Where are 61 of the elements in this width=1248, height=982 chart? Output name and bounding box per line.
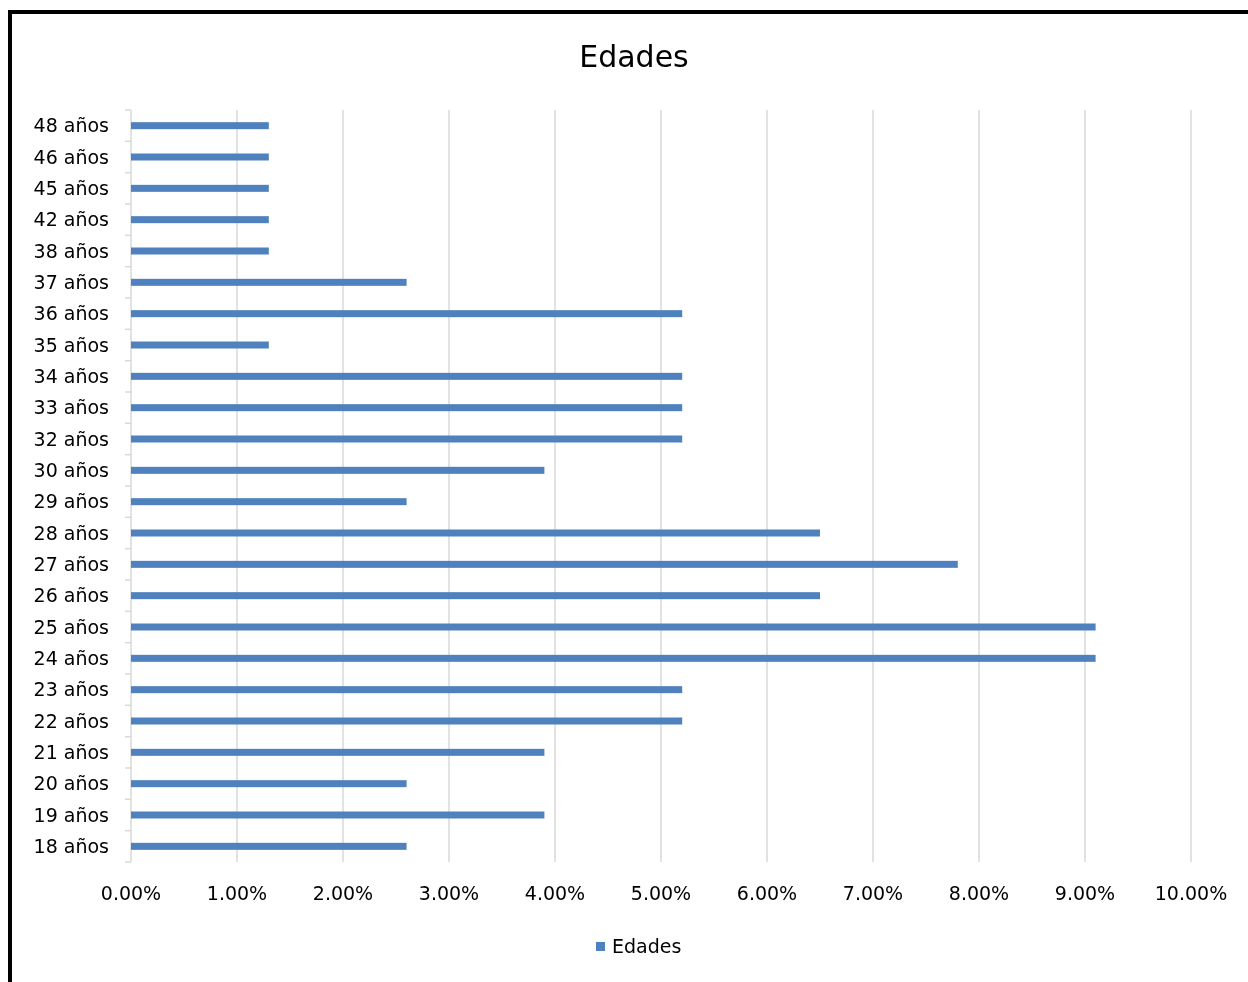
- y-tick-label: 22 años: [33, 709, 109, 732]
- bar: [131, 842, 407, 850]
- bar: [131, 560, 958, 568]
- y-tick-label: 20 años: [33, 772, 109, 795]
- bar: [131, 529, 820, 537]
- y-tick-label: 18 años: [33, 834, 109, 857]
- y-tick-label: 25 años: [33, 615, 109, 638]
- x-tick-label: 4.00%: [524, 882, 586, 904]
- y-tick-label: 35 años: [33, 333, 109, 356]
- y-tick-label: 42 años: [33, 208, 109, 231]
- y-tick-label: 30 años: [33, 458, 109, 481]
- y-tick-label: 46 años: [33, 145, 109, 168]
- bar: [131, 686, 683, 694]
- bar: [131, 435, 683, 443]
- y-tick-label: 29 años: [33, 490, 109, 513]
- x-tick-label: 1.00%: [206, 882, 268, 904]
- bar: [131, 247, 269, 255]
- y-tick-label: 28 años: [33, 521, 109, 544]
- bar: [131, 341, 269, 349]
- legend-label: Edades: [612, 935, 682, 957]
- y-tick-label: 34 años: [33, 364, 109, 387]
- bar: [131, 278, 407, 286]
- bar: [131, 216, 269, 224]
- x-tick-label: 8.00%: [948, 882, 1010, 904]
- y-tick-label: 36 años: [33, 302, 109, 325]
- bar: [131, 404, 683, 412]
- y-tick-label: 26 años: [33, 584, 109, 607]
- bar: [131, 498, 407, 506]
- bar: [131, 654, 1096, 662]
- y-tick-label: 33 años: [33, 396, 109, 419]
- y-tick-label: 23 años: [33, 678, 109, 701]
- bar: [131, 466, 545, 474]
- bar: [131, 780, 407, 788]
- bar: [131, 310, 683, 318]
- y-tick-label: 19 años: [33, 803, 109, 826]
- x-tick-label: 9.00%: [1054, 882, 1116, 904]
- x-tick-label: 10.00%: [1154, 882, 1228, 904]
- x-tick-label: 3.00%: [418, 882, 480, 904]
- y-tick-label: 27 años: [33, 552, 109, 575]
- y-tick-label: 38 años: [33, 239, 109, 262]
- bar: [131, 153, 269, 161]
- bar: [131, 623, 1096, 631]
- bar: [131, 122, 269, 130]
- y-tick-label: 45 años: [33, 176, 109, 199]
- y-tick-label: 32 años: [33, 427, 109, 450]
- y-tick-label: 48 años: [33, 114, 109, 137]
- y-tick-label: 37 años: [33, 270, 109, 293]
- bar: [131, 592, 820, 600]
- bar: [131, 372, 683, 380]
- bar: [131, 748, 545, 756]
- x-tick-label: 5.00%: [630, 882, 692, 904]
- bar: [131, 717, 683, 725]
- y-tick-label: 24 años: [33, 646, 109, 669]
- y-tick-label: 21 años: [33, 740, 109, 763]
- bar: [131, 811, 545, 819]
- bar: [131, 184, 269, 192]
- chart-title: Edades: [579, 39, 689, 74]
- x-tick-label: 2.00%: [312, 882, 374, 904]
- x-tick-label: 0.00%: [100, 882, 162, 904]
- x-tick-label: 6.00%: [736, 882, 798, 904]
- x-tick-label: 7.00%: [842, 882, 904, 904]
